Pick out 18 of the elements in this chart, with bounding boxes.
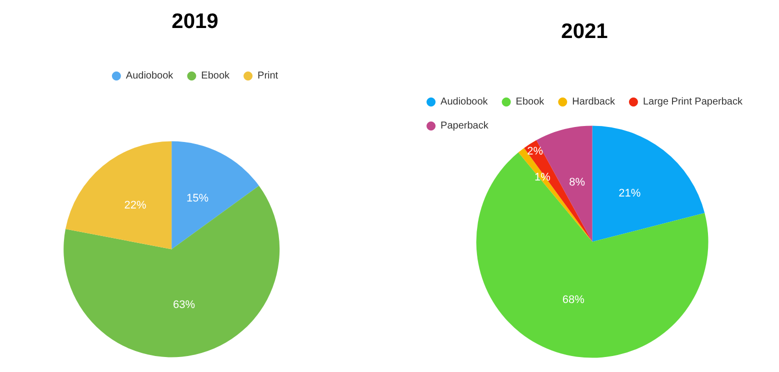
data-label: 68%: [562, 294, 585, 306]
legend-label: Ebook: [201, 70, 231, 82]
data-label: 2%: [527, 146, 544, 158]
data-label: 22%: [124, 199, 146, 212]
legend-label: Hardback: [572, 96, 616, 108]
legend-label: Large Print Paperback: [642, 96, 744, 108]
legend-label: Ebook: [516, 96, 546, 108]
data-label: 63%: [173, 298, 196, 311]
chart-title: 2019: [172, 10, 218, 33]
data-label: 15%: [186, 192, 209, 204]
chart-title: 2021: [561, 20, 608, 43]
data-label: 21%: [618, 188, 641, 200]
data-label: 1%: [534, 172, 551, 184]
legend-label: Audiobook: [126, 70, 174, 82]
data-label: 8%: [569, 176, 586, 189]
legend-label: Audiobook: [440, 96, 489, 108]
legend-label: Paperback: [440, 120, 490, 132]
legend-label: Print: [258, 70, 278, 82]
